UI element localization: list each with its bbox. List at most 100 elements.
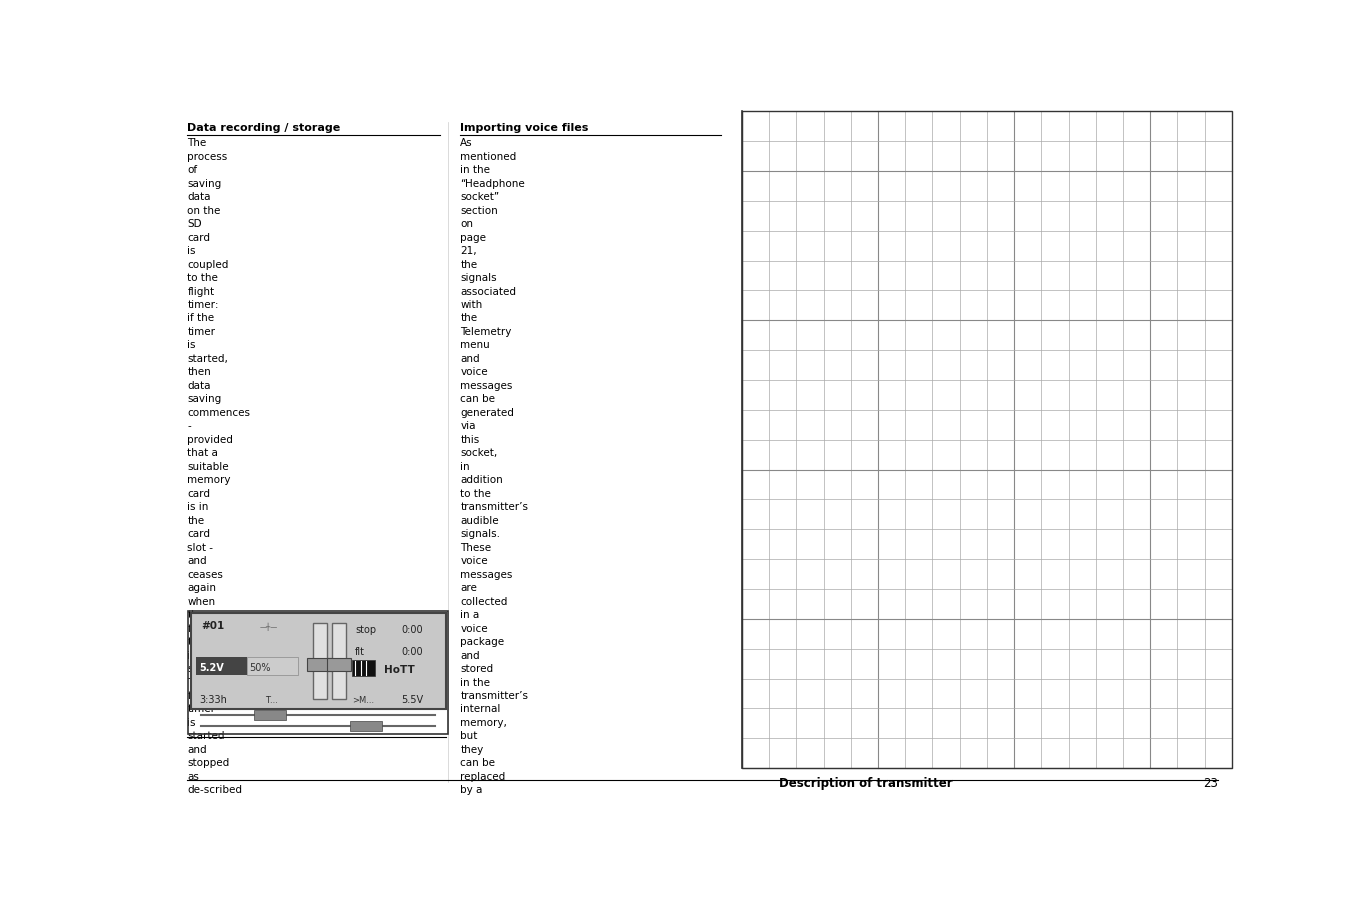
Text: then: then [188,367,211,377]
Text: Ṫ...: Ṫ... [265,696,278,705]
Text: 0:00: 0:00 [400,625,422,635]
Bar [313,623,326,699]
Text: audible: audible [461,515,499,525]
Text: mentioned: mentioned [461,152,517,162]
Text: transmitter’s: transmitter’s [461,691,528,701]
Text: As: As [461,138,473,148]
Text: voice: voice [461,623,488,634]
Text: are: are [461,583,477,594]
Bar [742,111,1231,768]
Text: at any: at any [461,867,494,876]
Text: SD: SD [188,219,202,229]
Text: in the: in the [188,799,218,809]
Text: stopped: stopped [188,759,229,769]
Text: stop: stop [355,625,376,635]
Text: associated: associated [461,286,517,296]
Text: if the: if the [188,313,214,323]
Text: is: is [188,340,196,350]
Text: 50%: 50% [250,663,270,673]
Text: this: this [461,435,480,445]
Text: transmitter’s: transmitter’s [461,502,528,512]
Text: in the: in the [461,677,491,688]
Text: on the: on the [188,206,221,216]
Text: replaced: replaced [461,772,506,782]
Text: and: and [188,745,207,755]
Bar [326,658,351,671]
Text: package: package [461,813,505,823]
Text: stored: stored [461,664,494,674]
Text: data: data [188,381,211,391]
Text: but: but [461,732,477,742]
Text: Description of transmitter: Description of transmitter [779,778,953,790]
Text: timer: timer [188,637,215,647]
Text: saving: saving [188,394,222,404]
Text: coupled: coupled [188,260,229,269]
Text: Telemetry: Telemetry [461,327,511,337]
Text: as: as [188,772,199,782]
Text: “Timers”: “Timers” [188,813,233,823]
Text: the: the [461,260,477,269]
Text: —┼—: —┼— [259,622,278,630]
Text: “Headphone: “Headphone [461,179,525,189]
Text: is: is [188,650,196,661]
Text: messages: messages [461,381,513,391]
Text: is in: is in [188,502,208,512]
Text: models,: models, [188,894,229,898]
Text: saving: saving [188,179,222,189]
Bar [254,710,287,719]
Bar [742,111,1231,768]
Text: when: when [188,596,215,607]
Text: For: For [461,894,477,898]
Text: memory,: memory, [461,718,507,728]
Text: card: card [188,489,210,498]
Text: slot -: slot - [188,542,214,552]
Text: socket”: socket” [461,192,499,202]
Text: menu: menu [461,340,489,350]
Text: in the: in the [461,165,491,175]
Text: signals: signals [461,273,498,283]
Text: 21,: 21, [461,246,477,256]
Text: and: and [461,650,480,661]
Text: 0:00: 0:00 [400,647,422,657]
Text: timer: timer [188,327,215,337]
Text: language: language [461,853,509,863]
Text: collected: collected [461,596,507,607]
Text: data: data [188,192,211,202]
Text: suitable: suitable [188,462,229,471]
Text: time.: time. [461,880,487,890]
Text: commences: commences [188,408,251,418]
Text: and: and [188,556,207,566]
Text: can be: can be [461,394,495,404]
Text: timer: timer [188,705,215,715]
Text: voice: voice [461,556,488,566]
Text: process: process [188,152,228,162]
Text: timer:: timer: [188,300,219,310]
Text: section: section [188,826,225,836]
Text: The: The [188,138,207,148]
Text: Importing voice files: Importing voice files [461,123,588,133]
Text: on: on [461,219,473,229]
Text: signals.: signals. [461,529,500,539]
Text: messages: messages [461,569,513,579]
Text: -: - [188,421,191,431]
Text: stopped.: stopped. [188,664,233,674]
Text: another: another [461,840,502,850]
Text: The: The [188,677,207,688]
Text: the: the [188,610,204,621]
Text: ceases: ceases [188,569,223,579]
Text: on: on [188,840,200,850]
Text: and: and [461,354,480,364]
Bar [191,612,446,709]
Text: provided: provided [188,435,233,445]
Text: page: page [188,853,214,863]
Text: These: These [461,542,492,552]
Text: the: the [188,515,204,525]
Text: >M...: >M... [352,696,374,705]
Text: 5.2V: 5.2V [199,663,223,673]
Text: in: in [461,826,470,836]
Text: with: with [461,300,483,310]
Text: package: package [461,637,505,647]
Text: fixed-wing: fixed-wing [188,880,241,890]
Text: socket,: socket, [461,448,498,458]
Text: started: started [188,732,225,742]
